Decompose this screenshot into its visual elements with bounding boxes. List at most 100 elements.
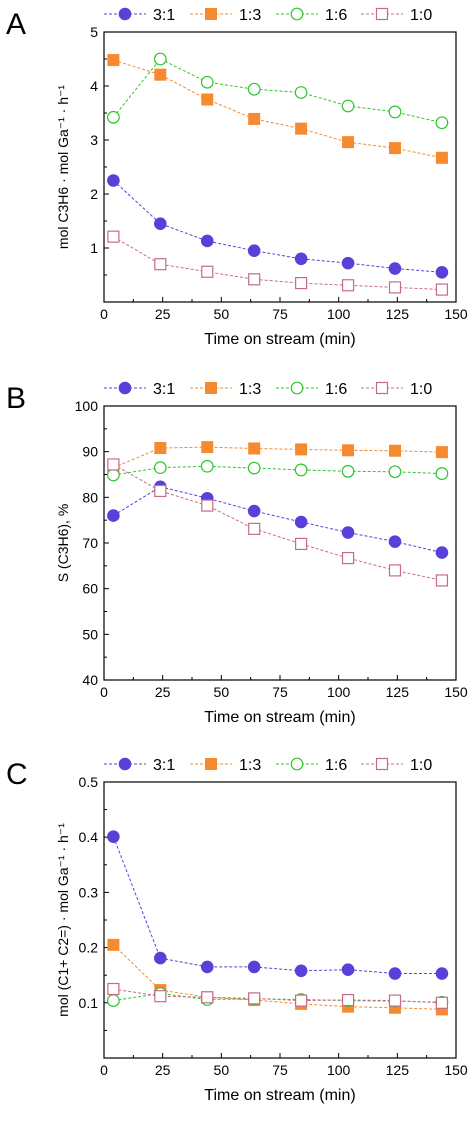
y-tick-label: 80	[82, 489, 98, 505]
legend-label: 1:3	[239, 757, 261, 774]
legend-label: 3:1	[153, 757, 175, 774]
panel-a: A 0 25 50 75 100 125 150 1 2 3 4 5 Time on stream (mi…	[6, 7, 468, 348]
series-line	[113, 988, 442, 1004]
data-point	[435, 116, 449, 130]
x-tick-label: 125	[386, 684, 410, 700]
data-point	[341, 279, 355, 292]
legend-item: 1:6	[276, 757, 347, 774]
data-point	[201, 991, 214, 1004]
data-point	[435, 996, 449, 1009]
data-point	[247, 960, 261, 974]
legend-item: 1:0	[361, 7, 432, 24]
data-point	[341, 993, 355, 1007]
data-point	[388, 994, 402, 1007]
data-point	[341, 464, 355, 478]
data-point	[295, 537, 308, 551]
data-point	[248, 273, 261, 286]
data-point	[294, 964, 308, 978]
x-axis-label: Time on stream (min)	[204, 331, 355, 348]
legend-label: 1:6	[325, 757, 347, 774]
data-point	[435, 283, 449, 296]
legend-marker	[205, 758, 217, 770]
legend-item: 3:1	[104, 7, 175, 24]
data-point	[107, 230, 120, 243]
legend-label: 3:1	[153, 381, 175, 398]
data-point	[247, 244, 261, 257]
data-point	[435, 967, 449, 980]
x-tick-label: 0	[100, 684, 108, 700]
data-point	[154, 442, 167, 455]
legend-label: 1:0	[410, 757, 432, 774]
y-tick-label: 70	[82, 535, 98, 551]
legend-label: 1:6	[325, 381, 347, 398]
legend-marker	[375, 7, 389, 21]
legend: 3:1 1:3 1:6 1:0	[104, 381, 432, 398]
data-point	[154, 68, 167, 81]
series-3-1	[107, 174, 449, 279]
data-point	[200, 960, 214, 974]
data-point	[295, 122, 308, 135]
data-point	[388, 465, 402, 479]
data-point	[388, 105, 402, 119]
data-point	[107, 830, 120, 843]
legend-item: 1:3	[190, 757, 261, 774]
data-point	[154, 990, 167, 1003]
data-point	[153, 52, 167, 66]
data-point	[435, 574, 449, 587]
x-tick-label: 0	[100, 306, 108, 322]
data-point	[248, 992, 261, 1005]
data-point	[248, 112, 261, 125]
x-tick-label: 125	[386, 1062, 410, 1078]
y-tick-label: 3	[90, 132, 98, 148]
x-tick-label: 25	[155, 306, 171, 322]
y-tick-label: 2	[90, 186, 98, 202]
series-line	[113, 486, 443, 554]
panel-label: A	[6, 8, 26, 41]
series-1-6	[106, 52, 449, 130]
data-point	[248, 522, 261, 535]
data-point	[341, 256, 355, 270]
legend-item: 1:6	[276, 381, 347, 398]
data-point	[154, 484, 167, 498]
data-point	[342, 444, 355, 457]
data-point	[201, 499, 214, 512]
legend: 3:1 1:3 1:6 1:0	[104, 7, 432, 24]
x-axis-label: Time on stream (min)	[204, 1087, 355, 1104]
legend-label: 1:0	[410, 381, 432, 398]
data-point	[201, 93, 214, 106]
legend-label: 1:3	[239, 381, 261, 398]
x-axis-label: Time on stream (min)	[204, 709, 355, 726]
legend-item: 1:0	[361, 757, 432, 774]
data-point	[388, 444, 401, 457]
data-point	[341, 551, 355, 565]
x-tick-label: 150	[444, 1062, 468, 1078]
legend-marker	[375, 757, 389, 771]
x-tick-label: 50	[214, 1062, 230, 1078]
data-point	[388, 564, 402, 577]
y-axis-label: S (C3H6), %	[55, 504, 71, 583]
series-1-0	[107, 230, 449, 296]
y-tick-label: 0.3	[79, 884, 99, 900]
series-3-1	[107, 830, 449, 980]
data-point	[341, 963, 355, 976]
data-point	[107, 938, 120, 951]
data-point	[106, 468, 120, 482]
x-tick-label: 75	[272, 1062, 288, 1078]
panel-b: B 0 25 50 75 100 125 150 40 50 60 70 80 90 100 Time on …	[6, 381, 468, 726]
y-tick-label: 100	[75, 398, 99, 414]
legend-item: 1:6	[276, 7, 347, 24]
data-point	[106, 994, 120, 1007]
legend-item: 1:0	[361, 381, 432, 398]
data-point	[107, 509, 120, 522]
legend-marker	[290, 7, 304, 21]
data-point	[294, 252, 308, 266]
panel-c: C 0 25 50 75 100 125 150 0.1 0.2 0.3 0.4 0.5 Time on …	[6, 757, 468, 1104]
data-point	[388, 535, 402, 548]
data-point	[106, 110, 120, 124]
y-tick-label: 1	[90, 240, 98, 256]
data-point	[294, 463, 308, 477]
x-tick-label: 75	[272, 684, 288, 700]
y-axis-label: mol (C1+ C2=) · mol Ga⁻¹ · h⁻¹	[55, 823, 71, 1017]
data-point	[201, 265, 214, 278]
y-tick-label: 0.5	[79, 774, 99, 790]
